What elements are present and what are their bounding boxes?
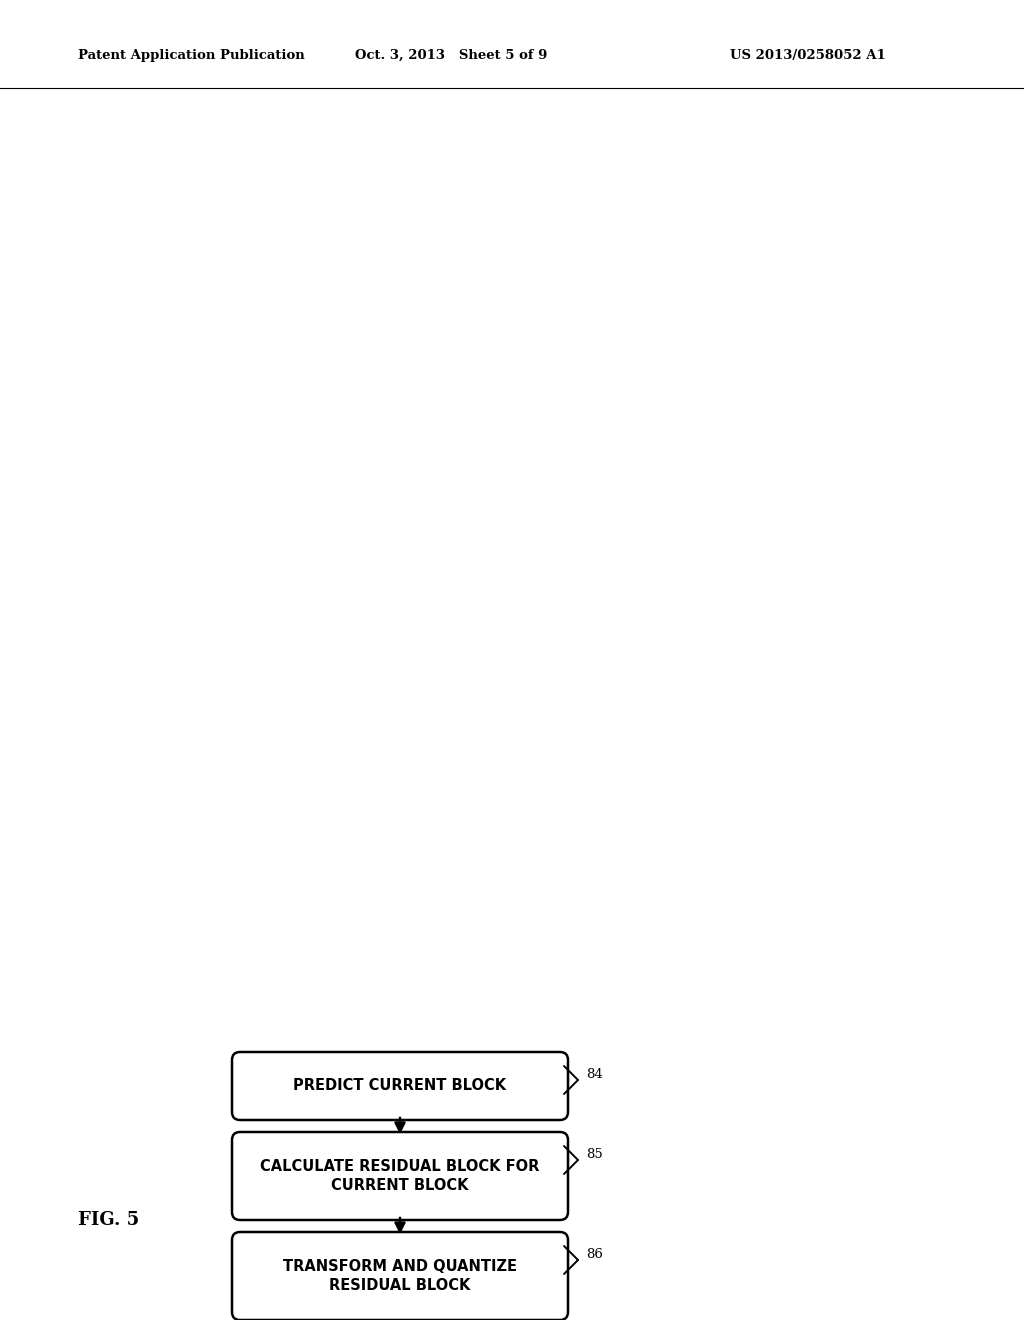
Text: US 2013/0258052 A1: US 2013/0258052 A1 bbox=[730, 49, 886, 62]
Text: FIG. 5: FIG. 5 bbox=[78, 1210, 139, 1229]
Text: Patent Application Publication: Patent Application Publication bbox=[78, 49, 305, 62]
Text: PREDICT CURRENT BLOCK: PREDICT CURRENT BLOCK bbox=[294, 1078, 507, 1093]
FancyBboxPatch shape bbox=[232, 1052, 568, 1119]
FancyBboxPatch shape bbox=[232, 1232, 568, 1320]
Text: Oct. 3, 2013   Sheet 5 of 9: Oct. 3, 2013 Sheet 5 of 9 bbox=[355, 49, 548, 62]
Text: TRANSFORM AND QUANTIZE
RESIDUAL BLOCK: TRANSFORM AND QUANTIZE RESIDUAL BLOCK bbox=[283, 1258, 517, 1294]
FancyBboxPatch shape bbox=[232, 1133, 568, 1220]
Text: 85: 85 bbox=[586, 1148, 603, 1162]
Text: 86: 86 bbox=[586, 1247, 603, 1261]
Text: CALCULATE RESIDUAL BLOCK FOR
CURRENT BLOCK: CALCULATE RESIDUAL BLOCK FOR CURRENT BLO… bbox=[260, 1159, 540, 1193]
Text: 84: 84 bbox=[586, 1068, 603, 1081]
